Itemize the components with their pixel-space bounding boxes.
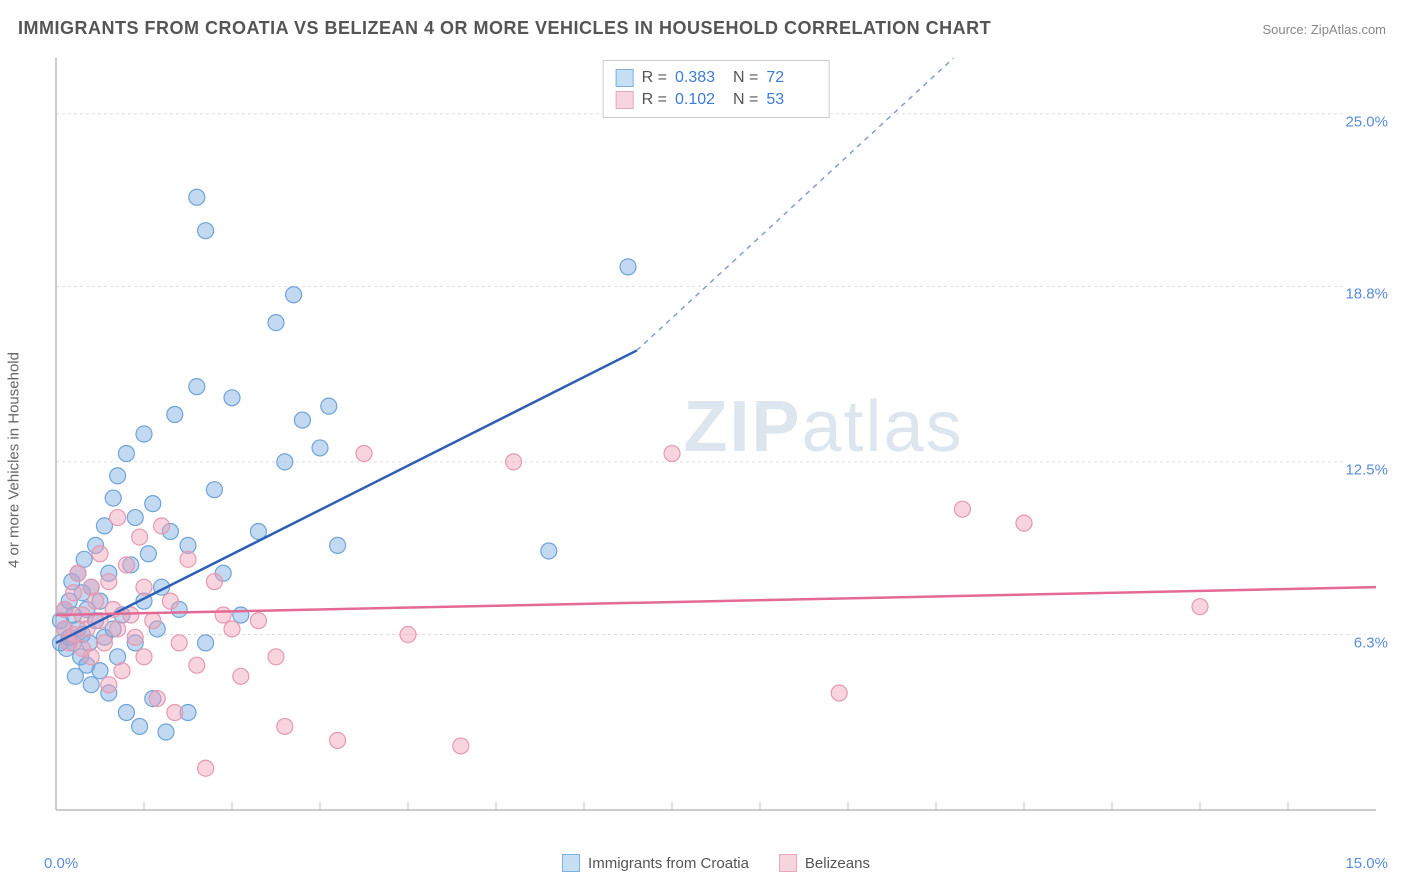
legend-item-2: Belizeans (779, 854, 870, 872)
legend-label-1: Immigrants from Croatia (588, 855, 749, 872)
y-tick-label: 25.0% (1343, 113, 1390, 130)
n-label: N = (733, 91, 758, 109)
stats-row-1: R = 0.383 N = 72 (616, 67, 817, 89)
y-tick-label: 18.8% (1343, 286, 1390, 303)
r-label: R = (642, 91, 667, 109)
swatch-series-1b (562, 854, 580, 872)
swatch-series-2 (616, 91, 634, 109)
x-axis-min-label: 0.0% (44, 855, 78, 872)
y-axis-label: 4 or more Vehicles in Household (6, 352, 23, 568)
r-label: R = (642, 69, 667, 87)
swatch-series-1 (616, 69, 634, 87)
swatch-series-2b (779, 854, 797, 872)
x-axis-max-label: 15.0% (1345, 855, 1388, 872)
n-value-2: 53 (766, 91, 816, 109)
n-value-1: 72 (766, 69, 816, 87)
x-legend: Immigrants from Croatia Belizeans (562, 854, 870, 872)
stats-legend: R = 0.383 N = 72 R = 0.102 N = 53 (603, 60, 830, 118)
scatter-chart (44, 50, 1388, 830)
legend-label-2: Belizeans (805, 855, 870, 872)
legend-item-1: Immigrants from Croatia (562, 854, 749, 872)
n-label: N = (733, 69, 758, 87)
stats-row-2: R = 0.102 N = 53 (616, 89, 817, 111)
source-label: Source: ZipAtlas.com (1262, 22, 1386, 37)
chart-container: 4 or more Vehicles in Household R = 0.38… (44, 50, 1388, 870)
r-value-1: 0.383 (675, 69, 725, 87)
chart-title: IMMIGRANTS FROM CROATIA VS BELIZEAN 4 OR… (18, 18, 991, 39)
r-value-2: 0.102 (675, 91, 725, 109)
y-tick-label: 12.5% (1343, 461, 1390, 478)
y-tick-label: 6.3% (1352, 634, 1390, 651)
